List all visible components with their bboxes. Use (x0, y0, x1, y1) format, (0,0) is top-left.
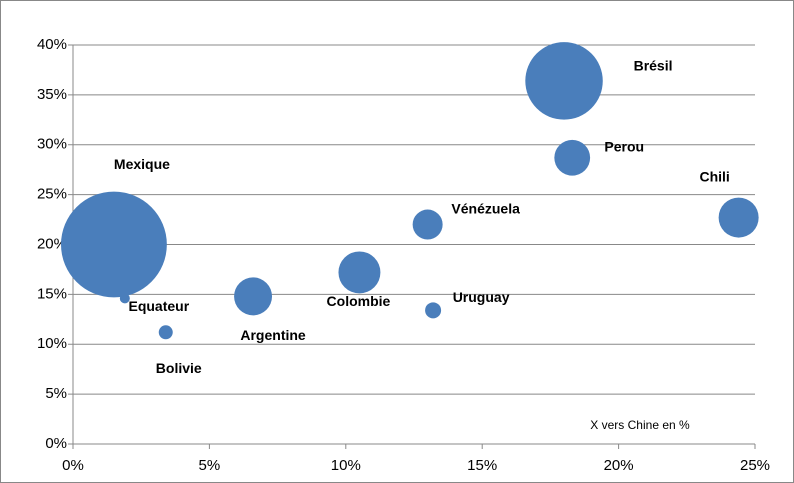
y-tick-label: 35% (37, 86, 67, 103)
x-tick-label: 25% (740, 457, 770, 474)
annotation: X vers Chine en % (590, 418, 690, 432)
x-tick-label: 10% (331, 457, 361, 474)
x-tick-label: 15% (467, 457, 497, 474)
point-label: Argentine (240, 327, 306, 343)
bubble (61, 191, 167, 298)
y-tick-label: 25% (37, 186, 67, 203)
point-label: Brésil (634, 58, 673, 74)
bubble (119, 293, 130, 304)
point-label: Uruguay (453, 289, 510, 305)
y-tick-label: 10% (37, 335, 67, 352)
bubble (718, 197, 759, 238)
bubble (158, 325, 173, 340)
point-label: Mexique (114, 156, 170, 172)
bubble (412, 209, 443, 240)
x-tick-label: 20% (604, 457, 634, 474)
y-tick-label: 30% (37, 136, 67, 153)
point-label: Vénézuela (451, 200, 520, 216)
bubble (525, 42, 603, 120)
x-tick-label: 0% (62, 457, 84, 474)
bubble (338, 251, 381, 294)
point-label: Bolivie (156, 360, 202, 376)
bubble (554, 139, 591, 176)
bubble (234, 277, 273, 316)
y-tick-label: 5% (45, 385, 67, 402)
point-label: Equateur (128, 298, 189, 314)
point-label: Chili (699, 168, 729, 184)
point-label: Perou (604, 138, 644, 154)
y-tick-label: 40% (37, 36, 67, 53)
y-tick-label: 15% (37, 285, 67, 302)
point-label: Colombie (327, 293, 391, 309)
y-tick-label: 20% (37, 235, 67, 252)
y-tick-label: 0% (45, 435, 67, 452)
bubble (425, 302, 442, 319)
x-tick-label: 5% (199, 457, 221, 474)
